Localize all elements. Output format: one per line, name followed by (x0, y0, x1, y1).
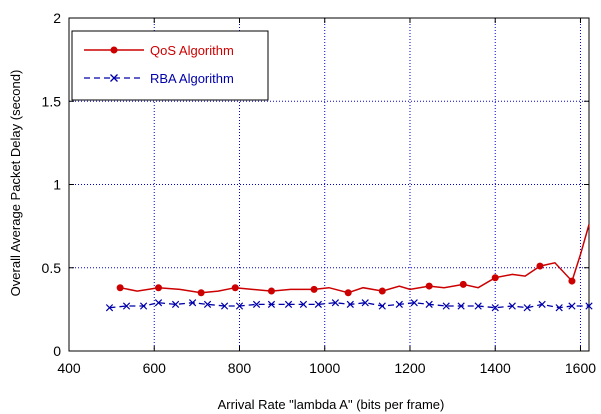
data-point-rba-algorithm (122, 302, 131, 310)
data-point-qos-algorithm (310, 285, 318, 293)
data-point-qos-algorithm (425, 282, 433, 290)
data-point-rba-algorithm (252, 300, 261, 309)
legend: QoS Algorithm RBA Algorithm (71, 30, 269, 101)
data-point-rba-algorithm (220, 302, 229, 310)
data-point-rba-algorithm (331, 299, 340, 307)
data-point-rba-algorithm (284, 300, 293, 309)
data-point-rba-algorithm (105, 304, 114, 312)
data-point-qos-algorithm (378, 287, 386, 295)
data-point-rba-algorithm (410, 299, 418, 307)
legend-rba-label: RBA Algorithm (150, 71, 234, 86)
data-point-qos-algorithm (197, 289, 205, 297)
data-point-qos-algorithm (155, 284, 163, 292)
data-point-qos-algorithm (231, 284, 239, 292)
legend-rba-marker (110, 74, 118, 82)
data-point-rba-algorithm (139, 302, 148, 310)
legend-qos-label: QoS Algorithm (150, 43, 234, 58)
y-tick-label: 1.5 (42, 93, 62, 109)
data-point-rba-algorithm (425, 300, 433, 309)
data-point-rba-algorithm (538, 300, 546, 309)
data-point-rba-algorithm (457, 302, 465, 310)
data-point-rba-algorithm (203, 300, 212, 309)
data-point-rba-algorithm (267, 300, 276, 309)
data-point-rba-algorithm (474, 302, 482, 310)
data-point-qos-algorithm (344, 289, 352, 297)
data-point-rba-algorithm (395, 300, 403, 309)
legend-qos-marker (110, 46, 118, 54)
data-point-rba-algorithm (299, 300, 308, 309)
x-tick-label: 1000 (309, 360, 340, 376)
data-point-qos-algorithm (459, 280, 467, 288)
data-point-qos-algorithm (536, 262, 544, 270)
data-point-qos-algorithm (568, 277, 576, 285)
y-axis-ticks: 0 0.5 1 1.5 2 (42, 10, 589, 359)
data-point-rba-algorithm (378, 302, 386, 310)
data-point-qos-algorithm (491, 274, 499, 282)
data-point-rba-algorithm (508, 302, 516, 310)
y-tick-label: 1 (53, 177, 61, 193)
x-tick-label: 800 (228, 360, 252, 376)
data-point-rba-algorithm (568, 302, 576, 310)
y-tick-label: 2 (53, 10, 61, 26)
data-point-qos-algorithm (267, 287, 275, 295)
x-tick-label: 1600 (565, 360, 596, 376)
data-point-rba-algorithm (523, 304, 531, 312)
data-point-qos-algorithm (116, 284, 124, 292)
y-tick-label: 0.5 (42, 260, 62, 276)
legend-box (71, 30, 269, 101)
data-point-rba-algorithm (555, 304, 563, 312)
x-tick-label: 1200 (394, 360, 425, 376)
y-axis-title: Overall Average Packet Delay (second) (8, 70, 23, 297)
x-axis-title: Arrival Rate "lambda A" (bits per frame) (218, 397, 445, 412)
y-tick-label: 0 (53, 343, 61, 359)
x-tick-label: 400 (57, 360, 81, 376)
data-point-rba-algorithm (442, 302, 450, 310)
data-point-rba-algorithm (585, 302, 593, 310)
data-point-rba-algorithm (361, 299, 369, 307)
x-axis-ticks: 400 600 800 1000 1200 1400 1600 (57, 18, 596, 376)
data-point-rba-algorithm (346, 300, 354, 309)
data-point-rba-algorithm (235, 302, 244, 310)
x-tick-label: 600 (143, 360, 167, 376)
x-tick-label: 1400 (480, 360, 511, 376)
data-point-rba-algorithm (171, 300, 180, 309)
data-point-rba-algorithm (154, 299, 163, 307)
data-point-rba-algorithm (491, 304, 499, 312)
data-point-rba-algorithm (314, 300, 322, 309)
data-point-rba-algorithm (188, 299, 197, 307)
series-layer (105, 224, 593, 312)
